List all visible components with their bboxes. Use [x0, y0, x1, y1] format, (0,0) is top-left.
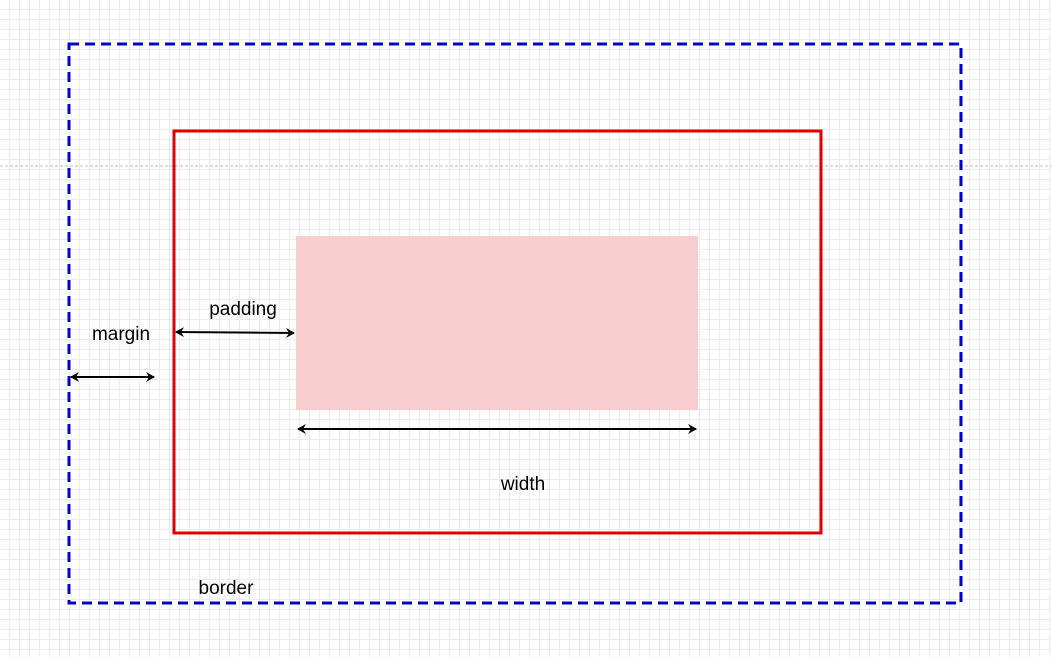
- width-label: width: [500, 474, 545, 495]
- padding-arrow: [175, 327, 295, 338]
- padding-label: padding: [209, 299, 277, 320]
- margin-label: margin: [92, 324, 150, 345]
- content-box: [296, 236, 698, 410]
- border-box: [172, 129, 823, 535]
- border-label: border: [199, 578, 255, 599]
- margin-box: [67, 42, 963, 605]
